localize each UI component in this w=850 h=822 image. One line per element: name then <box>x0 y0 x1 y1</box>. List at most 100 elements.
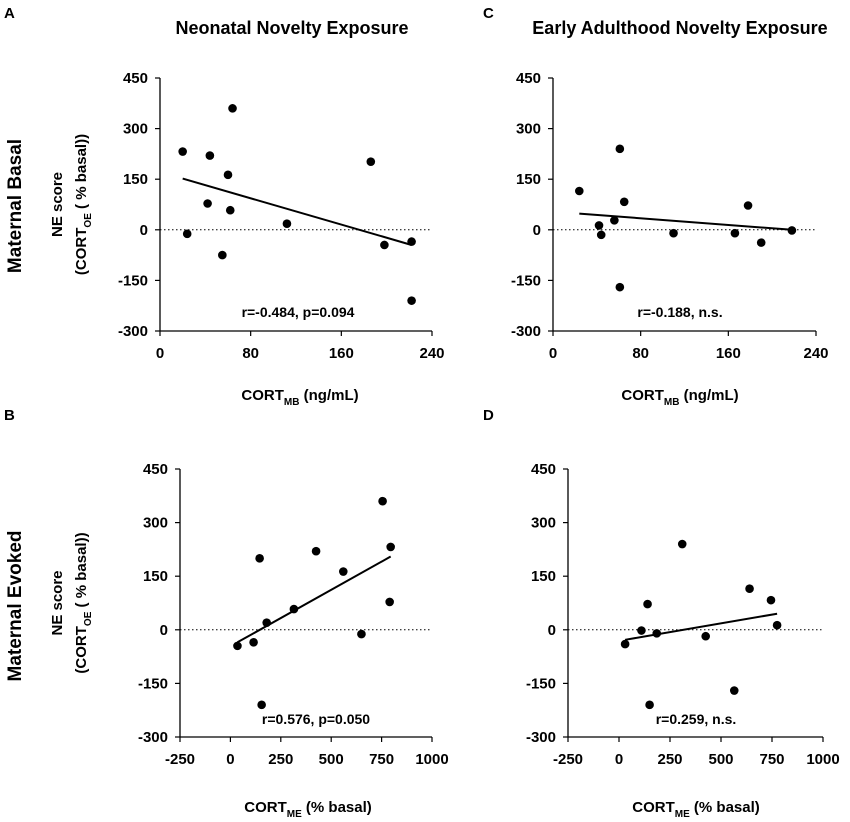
x-tick-label: 0 <box>156 345 164 362</box>
regression-line <box>182 177 412 246</box>
x-tick-label: 1000 <box>806 751 839 768</box>
x-tick-label: 80 <box>242 345 259 362</box>
x-axis-label-main: CORT <box>632 799 675 816</box>
y-tick-label: 300 <box>531 515 556 532</box>
x-axis-label: CORTME (% basal) <box>632 799 760 820</box>
data-point <box>620 639 630 649</box>
data-point <box>645 700 654 710</box>
x-axis-label-units: (ng/mL) <box>299 387 358 404</box>
y-tick-label: 150 <box>123 171 148 188</box>
correlation-annotation: r=0.576, p=0.050 <box>262 711 370 727</box>
y-tick-label: 150 <box>143 568 168 585</box>
correlation-annotation: r=-0.484, p=0.094 <box>242 304 355 320</box>
y-tick-label: 0 <box>160 622 168 639</box>
x-tick-label: 0 <box>549 345 557 362</box>
y-axis-label-line1: NE score <box>49 570 66 635</box>
y-tick-label: 300 <box>143 515 168 532</box>
x-tick-label: 0 <box>615 751 623 768</box>
panel-letter: A <box>4 5 15 22</box>
y-tick-label: 300 <box>123 121 148 138</box>
x-tick-label: 750 <box>369 751 394 768</box>
y-tick-label: 450 <box>143 461 168 478</box>
x-tick-label: 80 <box>632 345 649 362</box>
x-axis-label-main: CORT <box>244 799 287 816</box>
x-axis-label: CORTME (% basal) <box>244 799 372 820</box>
x-axis-label: CORTMB (ng/mL) <box>621 387 738 408</box>
data-point <box>182 229 192 239</box>
data-point <box>615 144 625 154</box>
data-point <box>386 542 395 552</box>
x-tick-label: -250 <box>165 751 195 768</box>
data-point <box>380 240 389 250</box>
data-point <box>385 597 394 607</box>
y-axis-label-line1: NE score <box>49 172 66 237</box>
y-tick-label: 150 <box>516 171 541 188</box>
data-point <box>289 604 299 614</box>
x-axis-label-main: CORT <box>621 387 664 404</box>
data-point <box>218 250 227 260</box>
data-point <box>575 186 584 196</box>
data-point <box>338 567 348 576</box>
data-point <box>223 170 233 180</box>
panel-c: C -300 -150 0 150 300 450 0 80 160 240 r=-0.188, n.… <box>483 5 829 408</box>
data-point <box>730 228 740 238</box>
data-point <box>669 228 678 238</box>
y-tick-label: 0 <box>548 622 556 639</box>
y-tick-label: 0 <box>533 222 541 239</box>
data-point <box>766 595 776 605</box>
y-axis-label-subscript: OE <box>83 611 94 626</box>
data-point <box>357 629 366 639</box>
panel-letter: B <box>4 407 15 424</box>
x-tick-label: -250 <box>553 751 583 768</box>
x-tick-label: 250 <box>657 751 682 768</box>
data-point <box>596 230 606 240</box>
x-axis-label-units: (ng/mL) <box>679 387 738 404</box>
y-axis-label-line2: (CORTOE ( % basal)) <box>73 134 94 275</box>
x-axis-label-subscript: ME <box>287 809 302 820</box>
x-tick-label: 0 <box>226 751 234 768</box>
x-tick-label: 240 <box>419 345 444 362</box>
row-title-maternal-basal: Maternal Basal <box>5 139 26 273</box>
x-axis-label-subscript: MB <box>664 397 680 408</box>
data-point <box>282 219 292 229</box>
x-tick-label: 750 <box>759 751 784 768</box>
data-point <box>729 686 739 695</box>
data-point <box>178 147 187 156</box>
data-point <box>743 201 753 210</box>
data-point <box>745 584 754 594</box>
panel-letter: D <box>483 407 494 424</box>
data-point <box>610 216 619 225</box>
panel-a: A -300 -150 0 150 300 450 0 80 160 240 r=-0.484, p=… <box>4 5 445 408</box>
y-axis-label-main: (CORT <box>73 228 90 276</box>
column-title-early-adulthood: Early Adulthood Novelty Exposure <box>532 18 827 38</box>
data-point <box>257 700 266 710</box>
x-axis-label: CORTMB (ng/mL) <box>241 387 358 408</box>
x-tick-label: 160 <box>716 345 741 362</box>
x-tick-label: 160 <box>329 345 354 362</box>
data-point <box>677 539 687 549</box>
y-tick-label: 450 <box>516 70 541 87</box>
y-tick-label: -150 <box>118 272 148 289</box>
regression-line <box>236 555 392 644</box>
y-axis-label-main: (CORT <box>73 626 90 674</box>
x-tick-label: 240 <box>803 345 828 362</box>
data-point <box>643 599 652 609</box>
y-tick-label: -150 <box>511 272 541 289</box>
y-tick-label: 150 <box>531 568 556 585</box>
y-axis-label-line2: (CORTOE ( % basal)) <box>73 532 94 673</box>
x-tick-label: 500 <box>319 751 344 768</box>
data-point <box>772 620 782 630</box>
y-tick-label: -300 <box>138 729 168 746</box>
row-title-maternal-evoked: Maternal Evoked <box>5 531 26 682</box>
data-point <box>205 151 215 160</box>
correlation-annotation: r=0.259, n.s. <box>656 711 737 727</box>
x-tick-label: 250 <box>268 751 293 768</box>
y-tick-label: -300 <box>526 729 556 746</box>
y-tick-label: -150 <box>526 675 556 692</box>
x-axis-label-main: CORT <box>241 387 284 404</box>
data-point <box>619 197 629 207</box>
x-axis-label-units: (% basal) <box>302 799 372 816</box>
y-tick-label: -300 <box>118 323 148 340</box>
data-point <box>262 618 271 627</box>
